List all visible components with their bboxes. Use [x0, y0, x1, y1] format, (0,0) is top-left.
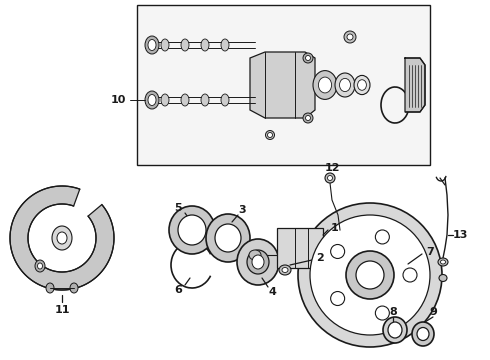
- Ellipse shape: [221, 94, 229, 106]
- Ellipse shape: [327, 176, 333, 180]
- Ellipse shape: [237, 239, 279, 285]
- Ellipse shape: [38, 263, 43, 269]
- Text: 4: 4: [268, 287, 276, 297]
- Circle shape: [375, 230, 390, 244]
- Ellipse shape: [169, 206, 215, 254]
- Ellipse shape: [417, 328, 429, 341]
- Ellipse shape: [70, 283, 78, 293]
- Ellipse shape: [305, 55, 311, 60]
- Text: 9: 9: [429, 307, 437, 317]
- Bar: [137, 5, 430, 165]
- Bar: [277, 228, 323, 268]
- Circle shape: [356, 261, 384, 289]
- Ellipse shape: [46, 283, 54, 293]
- Circle shape: [403, 268, 417, 282]
- Ellipse shape: [441, 260, 445, 264]
- Ellipse shape: [35, 260, 45, 272]
- Ellipse shape: [303, 53, 313, 63]
- Text: 1: 1: [331, 223, 339, 233]
- Ellipse shape: [388, 322, 402, 338]
- Text: 5: 5: [174, 203, 182, 213]
- Ellipse shape: [249, 250, 261, 260]
- Ellipse shape: [347, 34, 353, 40]
- Ellipse shape: [215, 224, 241, 252]
- Ellipse shape: [325, 173, 335, 183]
- Ellipse shape: [335, 73, 355, 97]
- Ellipse shape: [340, 78, 350, 91]
- Ellipse shape: [206, 214, 250, 262]
- Text: 10: 10: [110, 95, 126, 105]
- Ellipse shape: [279, 265, 291, 275]
- Circle shape: [375, 306, 390, 320]
- Ellipse shape: [148, 95, 156, 105]
- Ellipse shape: [318, 77, 332, 93]
- Text: 13: 13: [452, 230, 467, 240]
- Polygon shape: [250, 52, 315, 118]
- Ellipse shape: [161, 94, 169, 106]
- Ellipse shape: [221, 39, 229, 51]
- Polygon shape: [405, 58, 425, 112]
- Text: 6: 6: [174, 285, 182, 295]
- Ellipse shape: [57, 232, 67, 244]
- Ellipse shape: [439, 274, 447, 282]
- Circle shape: [298, 203, 442, 347]
- Text: 11: 11: [54, 305, 70, 315]
- Ellipse shape: [313, 71, 337, 99]
- Ellipse shape: [354, 75, 370, 95]
- Ellipse shape: [201, 94, 209, 106]
- Ellipse shape: [145, 36, 159, 54]
- Ellipse shape: [282, 267, 288, 273]
- Ellipse shape: [266, 131, 274, 140]
- Ellipse shape: [268, 132, 272, 138]
- Text: 8: 8: [389, 307, 397, 317]
- Ellipse shape: [148, 40, 156, 50]
- Ellipse shape: [52, 226, 72, 250]
- Ellipse shape: [303, 113, 313, 123]
- Circle shape: [331, 292, 344, 306]
- Ellipse shape: [305, 116, 311, 121]
- Text: 2: 2: [316, 253, 324, 263]
- Ellipse shape: [252, 255, 264, 269]
- Ellipse shape: [161, 39, 169, 51]
- Ellipse shape: [145, 91, 159, 109]
- Text: 12: 12: [324, 163, 340, 173]
- Ellipse shape: [178, 215, 206, 245]
- Ellipse shape: [383, 317, 407, 343]
- Ellipse shape: [181, 39, 189, 51]
- Text: 3: 3: [238, 205, 246, 215]
- Ellipse shape: [358, 80, 367, 90]
- Ellipse shape: [247, 250, 269, 274]
- Circle shape: [310, 215, 430, 335]
- Ellipse shape: [438, 258, 448, 266]
- Ellipse shape: [344, 31, 356, 43]
- Ellipse shape: [181, 94, 189, 106]
- Ellipse shape: [412, 322, 434, 346]
- Circle shape: [346, 251, 394, 299]
- Ellipse shape: [201, 39, 209, 51]
- Circle shape: [331, 244, 344, 258]
- Polygon shape: [10, 186, 114, 290]
- Text: 7: 7: [426, 247, 434, 257]
